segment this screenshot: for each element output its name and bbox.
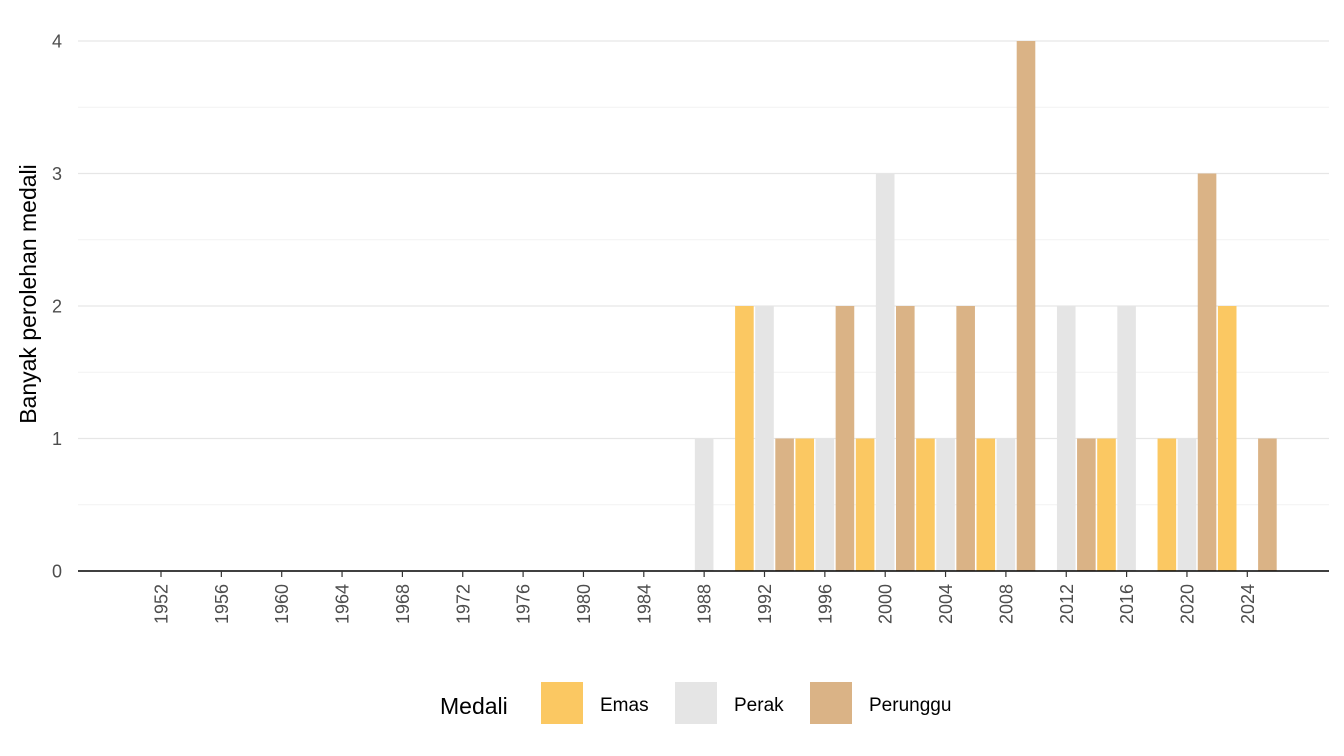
legend-key-perunggu	[810, 682, 852, 724]
bar-emas-1996	[795, 438, 815, 571]
x-tick-label: 1972	[453, 584, 473, 624]
y-tick-label: 1	[52, 429, 62, 449]
x-tick-label: 1952	[152, 584, 172, 624]
bar-perunggu-1992	[775, 438, 794, 571]
y-tick-label: 0	[52, 562, 62, 582]
x-tick-label: 2004	[936, 584, 956, 624]
bar-perak-2008	[996, 438, 1016, 571]
bar-emas-1992	[735, 306, 754, 571]
x-tick-label: 2008	[996, 584, 1016, 624]
bar-perak-2000	[875, 173, 895, 571]
x-tick-label: 2000	[876, 584, 896, 624]
x-tick-label: 2012	[1057, 584, 1077, 624]
bar-emas-2008	[976, 438, 996, 571]
x-tick-label: 1956	[212, 584, 232, 624]
x-tick-label: 1980	[574, 584, 594, 624]
bar-perak-2016	[1117, 306, 1136, 571]
bar-perunggu-2024	[1258, 438, 1277, 571]
bar-perak-1996	[815, 438, 835, 571]
bar-perunggu-2020	[1197, 173, 1217, 571]
x-tick-label: 2020	[1177, 584, 1197, 624]
bar-perunggu-2012	[1077, 438, 1096, 571]
y-axis-title: Banyak perolehan medali	[15, 164, 41, 424]
legend: Medali Emas Perak Perunggu	[440, 682, 951, 724]
x-tick-label: 1976	[514, 584, 534, 624]
y-tick-label: 3	[52, 164, 62, 184]
bar-perak-2004	[936, 438, 955, 571]
x-tick-label: 1984	[634, 584, 654, 624]
x-tick-label: 2024	[1238, 584, 1258, 624]
legend-key-perak	[675, 682, 717, 724]
bar-emas-2000	[855, 438, 875, 571]
bar-emas-2020	[1157, 438, 1177, 571]
bar-perak-2012	[1056, 306, 1076, 571]
y-tick-label: 4	[52, 32, 62, 52]
x-tick-label: 1960	[272, 584, 292, 624]
bar-perunggu-1996	[835, 306, 855, 571]
x-tick-label: 1964	[333, 584, 353, 624]
bar-perak-2020	[1177, 438, 1197, 571]
legend-label-perunggu: Perunggu	[869, 695, 951, 716]
legend-title: Medali	[440, 693, 508, 719]
legend-label-emas: Emas	[600, 695, 649, 716]
bar-perunggu-2004	[956, 306, 975, 571]
bars-layer	[694, 41, 1277, 571]
x-tick-label: 1996	[815, 584, 835, 624]
bar-perunggu-2000	[896, 306, 915, 571]
bar-emas-2024	[1217, 306, 1237, 571]
bar-perak-1992	[755, 306, 774, 571]
x-tick-label: 1968	[393, 584, 413, 624]
legend-label-perak: Perak	[734, 695, 784, 716]
y-tick-label: 2	[52, 297, 62, 317]
legend-key-emas	[541, 682, 583, 724]
bar-emas-2004	[916, 438, 935, 571]
bar-emas-2016	[1097, 438, 1116, 571]
bar-perak-1988	[694, 438, 714, 571]
x-tick-label: 1988	[695, 584, 715, 624]
x-tick-label: 1992	[755, 584, 775, 624]
axis-layer: 0 1 2 3 4 1952 1956 1960 1964 1968 1972 1976 1980 198…	[52, 32, 1329, 624]
x-tick-label: 2016	[1117, 584, 1137, 624]
bar-perunggu-2008	[1016, 41, 1036, 571]
grid-layer	[78, 40, 1329, 506]
